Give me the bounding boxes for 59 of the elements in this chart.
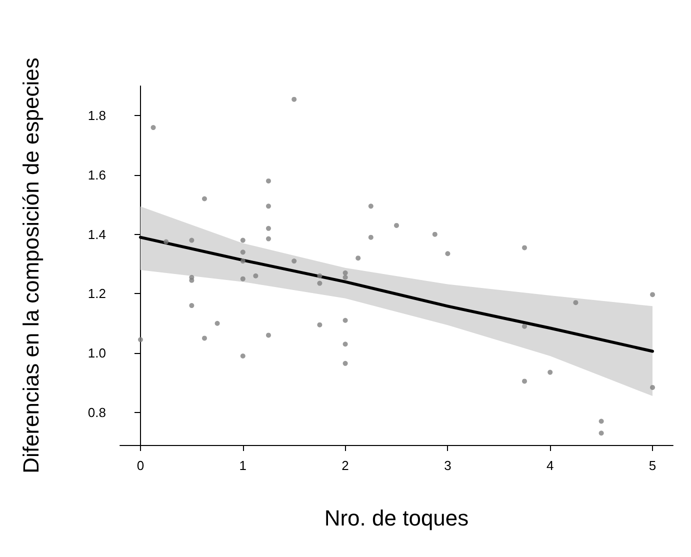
y-tick-label: 1.8 [88,108,106,124]
point [266,226,271,231]
point [164,239,169,244]
point [240,353,246,358]
point [342,360,348,366]
point [240,276,246,282]
point [292,258,297,264]
x-axis-title: Nro. de toques [324,506,469,530]
point [150,125,156,130]
point [598,418,604,424]
point [240,258,246,264]
y-tick-label: 1.0 [88,346,106,361]
point [317,322,322,328]
x-tick-label: 5 [648,458,656,473]
point [292,96,297,102]
point [342,274,348,280]
x-tick-label: 0 [136,458,144,473]
point [214,320,220,326]
point [266,332,271,338]
point [189,238,194,243]
point [189,278,194,283]
point [266,178,271,184]
point [342,342,348,347]
point [522,324,528,329]
point [522,378,528,384]
point [342,270,348,276]
point [202,196,207,202]
point [240,250,246,255]
point [189,303,194,308]
point [368,204,374,209]
y-axis-title: Diferencias en la composición de especies [18,58,44,474]
point [266,204,271,209]
x-tick-label: 1 [239,458,247,473]
point [317,273,322,278]
point [356,256,361,261]
point [202,336,207,341]
y-tick-label: 1.4 [88,226,106,242]
point [432,232,438,237]
y-tick-label: 0.8 [88,404,106,420]
point [240,238,246,243]
point [317,280,322,286]
x-tick-label: 2 [342,458,349,473]
point [573,300,578,306]
point [138,337,143,342]
point [253,273,258,278]
point [368,234,374,240]
point [650,384,656,390]
x-tick-label: 4 [546,458,554,473]
point [650,292,656,298]
point [548,370,553,375]
point [342,318,348,323]
point [445,251,450,256]
x-tick-label: 3 [444,458,452,473]
point [598,430,604,436]
y-tick-label: 1.6 [88,168,106,183]
point [266,236,271,242]
y-tick-label: 1.2 [88,286,106,302]
point [522,245,528,250]
point [394,222,399,228]
